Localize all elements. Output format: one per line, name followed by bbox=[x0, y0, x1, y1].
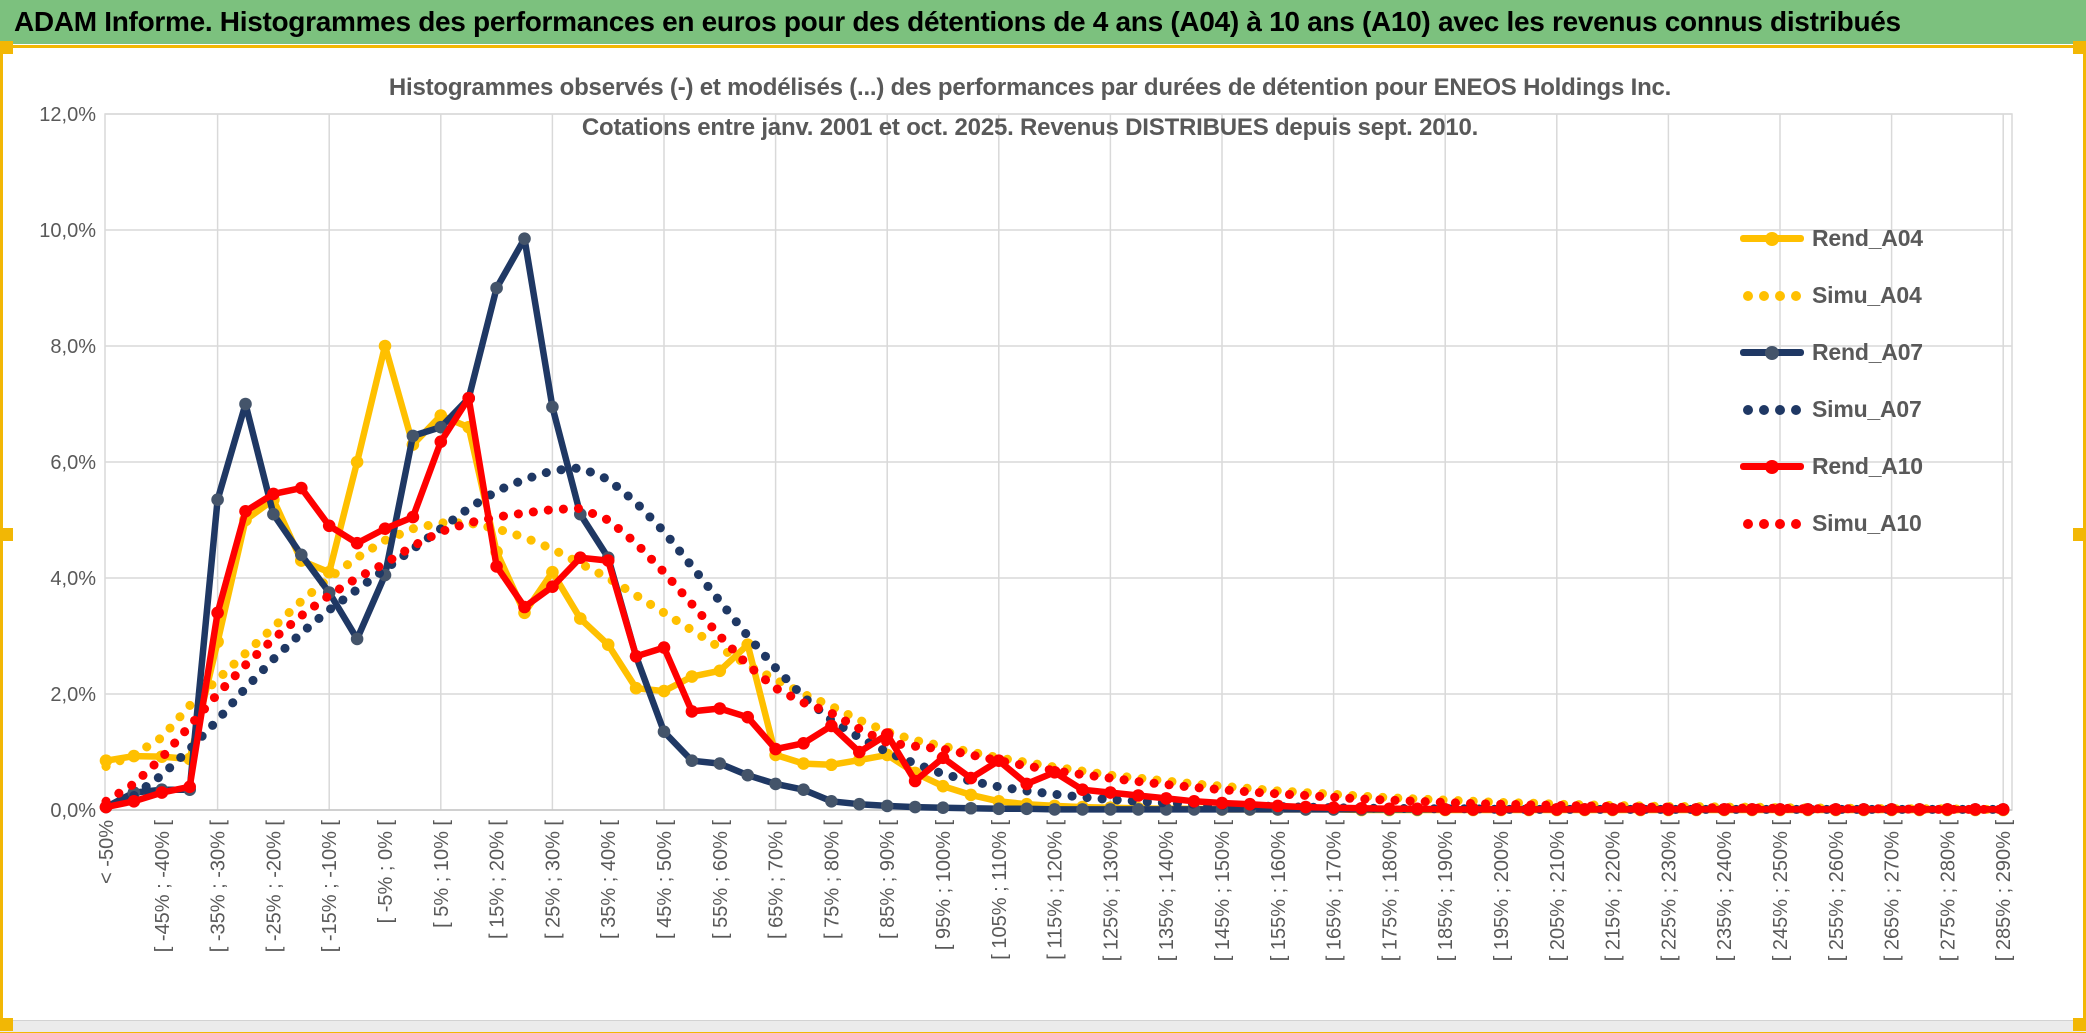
svg-text:[ 135% ; 140% [: [ 135% ; 140% [ bbox=[1156, 820, 1178, 962]
svg-text:0,0%: 0,0% bbox=[50, 800, 96, 822]
svg-text:[ -5% ; 0% [: [ -5% ; 0% [ bbox=[375, 820, 397, 924]
svg-text:[ 155% ; 160% [: [ 155% ; 160% [ bbox=[1268, 820, 1290, 962]
svg-text:[ 255% ; 260% [: [ 255% ; 260% [ bbox=[1826, 820, 1848, 962]
legend-dots-icon bbox=[1740, 290, 1804, 301]
svg-text:[ 195% ; 200% [: [ 195% ; 200% [ bbox=[1491, 820, 1513, 962]
svg-text:[ 45% ; 50% [: [ 45% ; 50% [ bbox=[654, 820, 676, 939]
svg-text:[ 285% ; 290% [: [ 285% ; 290% [ bbox=[1993, 820, 2015, 962]
svg-text:[ 265% ; 270% [: [ 265% ; 270% [ bbox=[1882, 820, 1904, 962]
svg-text:2,0%: 2,0% bbox=[50, 684, 96, 706]
svg-text:6,0%: 6,0% bbox=[50, 452, 96, 474]
svg-text:8,0%: 8,0% bbox=[50, 336, 96, 358]
legend-item-Rend_A07[interactable]: Rend_A07 bbox=[1740, 324, 1923, 381]
selection-handle-mid-right[interactable] bbox=[2073, 528, 2086, 541]
gridlines bbox=[105, 113, 2012, 811]
svg-text:[ 95% ; 100% [: [ 95% ; 100% [ bbox=[933, 820, 955, 951]
legend-label: Simu_A04 bbox=[1812, 282, 1922, 308]
svg-text:[ 25% ; 30% [: [ 25% ; 30% [ bbox=[542, 820, 564, 939]
svg-text:[ 245% ; 250% [: [ 245% ; 250% [ bbox=[1770, 820, 1792, 962]
svg-text:[ -25% ; -20% [: [ -25% ; -20% [ bbox=[263, 820, 285, 953]
legend-dots-icon bbox=[1740, 518, 1804, 529]
y-axis-labels: 0,0% 2,0% 4,0% 6,0% 8,0% 10,0% 12,0% bbox=[39, 104, 96, 822]
svg-text:[ 65% ; 70% [: [ 65% ; 70% [ bbox=[766, 820, 788, 939]
legend-line-icon bbox=[1740, 459, 1804, 474]
selection-handle-top-right[interactable] bbox=[2073, 41, 2086, 54]
svg-text:[ 185% ; 190% [: [ 185% ; 190% [ bbox=[1435, 820, 1457, 962]
chart-title-line1: Histogrammes observés (-) et modélisés (… bbox=[388, 74, 1672, 101]
svg-text:[ -45% ; -40% [: [ -45% ; -40% [ bbox=[152, 820, 174, 953]
x-axis-labels: < -50% [ -45% ; -40% [ [ -35% ; -30% [ [ -2… bbox=[96, 820, 2015, 962]
svg-text:4,0%: 4,0% bbox=[50, 568, 96, 590]
svg-text:[ 55% ; 60% [: [ 55% ; 60% [ bbox=[710, 820, 732, 939]
legend-label: Rend_A04 bbox=[1812, 225, 1923, 251]
legend-item-Rend_A10[interactable]: Rend_A10 bbox=[1740, 438, 1923, 495]
svg-text:[ 215% ; 220% [: [ 215% ; 220% [ bbox=[1603, 820, 1625, 962]
legend-item-Simu_A07[interactable]: Simu_A07 bbox=[1740, 381, 1923, 438]
banner-title: ADAM Informe. Histogrammes des performan… bbox=[14, 6, 1901, 37]
legend-dots-icon bbox=[1740, 404, 1804, 415]
legend-item-Rend_A04[interactable]: Rend_A04 bbox=[1740, 210, 1923, 267]
svg-text:[ 15% ; 20% [: [ 15% ; 20% [ bbox=[487, 820, 509, 939]
chart-title-line2: Cotations entre janv. 2001 et oct. 2025.… bbox=[581, 114, 1479, 141]
legend-label: Simu_A10 bbox=[1812, 510, 1922, 536]
svg-text:[ 275% ; 280% [: [ 275% ; 280% [ bbox=[1937, 820, 1959, 962]
legend-line-icon bbox=[1740, 345, 1804, 360]
svg-text:[ 125% ; 130% [: [ 125% ; 130% [ bbox=[1100, 820, 1122, 962]
chart-title: Histogrammes observés (-) et modélisés (… bbox=[330, 68, 1730, 148]
svg-text:[ 225% ; 230% [: [ 225% ; 230% [ bbox=[1658, 820, 1680, 962]
legend: Rend_A04 Simu_A04 Rend_A07 Simu_A07 Rend_A10… bbox=[1740, 210, 1923, 552]
legend-label: Rend_A07 bbox=[1812, 339, 1923, 365]
svg-text:[ -15% ; -10% [: [ -15% ; -10% [ bbox=[319, 820, 341, 953]
svg-text:[ 205% ; 210% [: [ 205% ; 210% [ bbox=[1547, 820, 1569, 962]
selection-border-top bbox=[0, 45, 2086, 48]
banner: ADAM Informe. Histogrammes des performan… bbox=[0, 0, 2086, 44]
svg-text:10,0%: 10,0% bbox=[39, 220, 96, 242]
svg-text:[ 235% ; 240% [: [ 235% ; 240% [ bbox=[1714, 820, 1736, 962]
svg-text:[ -35% ; -30% [: [ -35% ; -30% [ bbox=[208, 820, 230, 953]
bottom-strip bbox=[0, 1020, 2086, 1032]
legend-label: Rend_A10 bbox=[1812, 453, 1923, 479]
svg-text:[ 145% ; 150% [: [ 145% ; 150% [ bbox=[1212, 820, 1234, 962]
svg-text:[ 115% ; 120% [: [ 115% ; 120% [ bbox=[1045, 820, 1067, 960]
selection-handle-bottom-left[interactable] bbox=[0, 1018, 13, 1031]
svg-text:[ 75% ; 80% [: [ 75% ; 80% [ bbox=[821, 820, 843, 939]
selection-handle-mid-left[interactable] bbox=[0, 528, 13, 541]
selection-handle-bottom-right[interactable] bbox=[2073, 1018, 2086, 1031]
svg-text:[ 35% ; 40% [: [ 35% ; 40% [ bbox=[598, 820, 620, 939]
svg-text:[ 85% ; 90% [: [ 85% ; 90% [ bbox=[877, 820, 899, 939]
svg-text:12,0%: 12,0% bbox=[39, 104, 96, 126]
legend-line-icon bbox=[1740, 231, 1804, 246]
legend-label: Simu_A07 bbox=[1812, 396, 1922, 422]
selection-handle-top-left[interactable] bbox=[0, 41, 13, 54]
legend-item-Simu_A04[interactable]: Simu_A04 bbox=[1740, 267, 1923, 324]
svg-text:[ 175% ; 180% [: [ 175% ; 180% [ bbox=[1379, 820, 1401, 962]
svg-text:[ 5% ; 10% [: [ 5% ; 10% [ bbox=[431, 820, 453, 928]
svg-text:< -50%: < -50% bbox=[96, 820, 118, 884]
svg-text:[ 165% ; 170% [: [ 165% ; 170% [ bbox=[1324, 820, 1346, 962]
legend-item-Simu_A10[interactable]: Simu_A10 bbox=[1740, 495, 1923, 552]
svg-text:[ 105% ; 110% [: [ 105% ; 110% [ bbox=[989, 820, 1011, 960]
